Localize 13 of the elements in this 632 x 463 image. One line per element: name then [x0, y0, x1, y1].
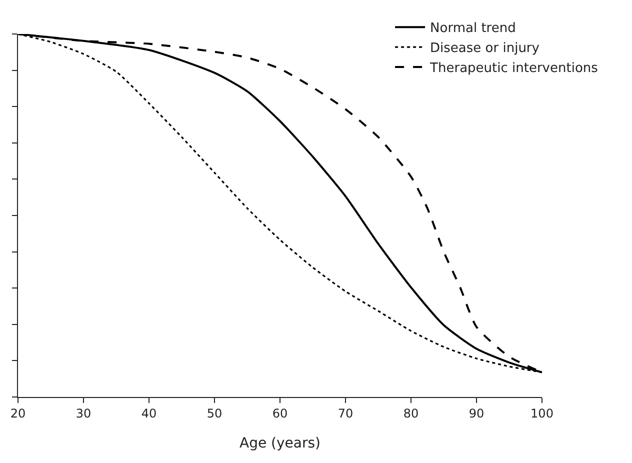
- x-tick-label: 80: [403, 406, 419, 420]
- x-tick-label: 30: [76, 406, 92, 420]
- x-tick-label: 70: [338, 406, 354, 420]
- x-axis-title: Age (years): [240, 436, 320, 452]
- x-tick-label: 100: [530, 406, 554, 420]
- x-tick-label: 40: [141, 406, 157, 420]
- legend-label: Therapeutic interventions: [429, 61, 598, 76]
- legend-label: Disease or injury: [430, 41, 540, 56]
- x-tick-label: 50: [206, 406, 222, 420]
- legend-label: Normal trend: [430, 21, 516, 36]
- x-tick-label: 90: [468, 406, 484, 420]
- x-tick-label: 60: [272, 406, 288, 420]
- x-tick-label: 20: [10, 406, 26, 420]
